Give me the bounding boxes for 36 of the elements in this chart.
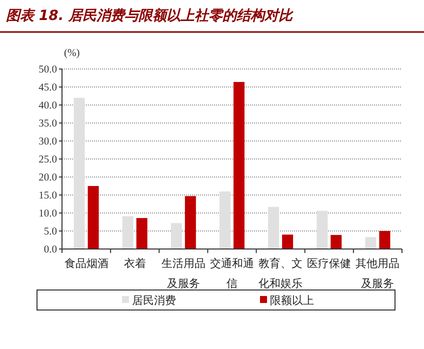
x-tick-label: 交通和通信 [210,257,254,290]
y-tick-label: 50.0 [38,64,57,76]
bar [170,223,182,249]
y-tick-label: 25.0 [38,154,57,166]
bar [122,216,134,249]
y-tick-label: 35.0 [38,118,57,130]
bar [184,196,196,249]
y-axis-title: (%) [64,48,80,59]
y-tick-label: 30.0 [38,136,57,148]
bar [365,237,376,249]
legend-label: 居民消费 [132,294,176,307]
x-tick-label: 医疗保健 [307,257,352,270]
bar [234,82,244,249]
bar [316,210,328,249]
x-tick-label: 食品烟酒 [64,257,108,270]
chart-title: 图表 18. 居民消费与限额以上社零的结构对比 [6,7,295,24]
bar [330,234,342,249]
bar [74,98,85,249]
bar [268,206,280,249]
x-tick-label: 其他用品及服务 [356,257,400,290]
bar [136,218,148,249]
y-tick-label: 15.0 [38,190,57,202]
y-tick-label: 45.0 [38,82,57,94]
y-tick-label: 40.0 [38,100,57,112]
y-tick-label: 20.0 [38,172,57,184]
x-tick-label: 生活用品及服务 [161,257,206,290]
bar [379,231,390,249]
y-tick-label: 10.0 [38,208,57,220]
y-tick-label: 0.0 [44,244,57,256]
y-tick-label: 5.0 [44,226,57,238]
x-tick-label: 教育、文化和娱乐 [258,257,303,290]
legend-label: 限额以上 [270,294,314,307]
x-tick-label: 衣着 [124,257,146,270]
bar [88,186,99,249]
bar [282,234,294,249]
bar [220,191,230,249]
